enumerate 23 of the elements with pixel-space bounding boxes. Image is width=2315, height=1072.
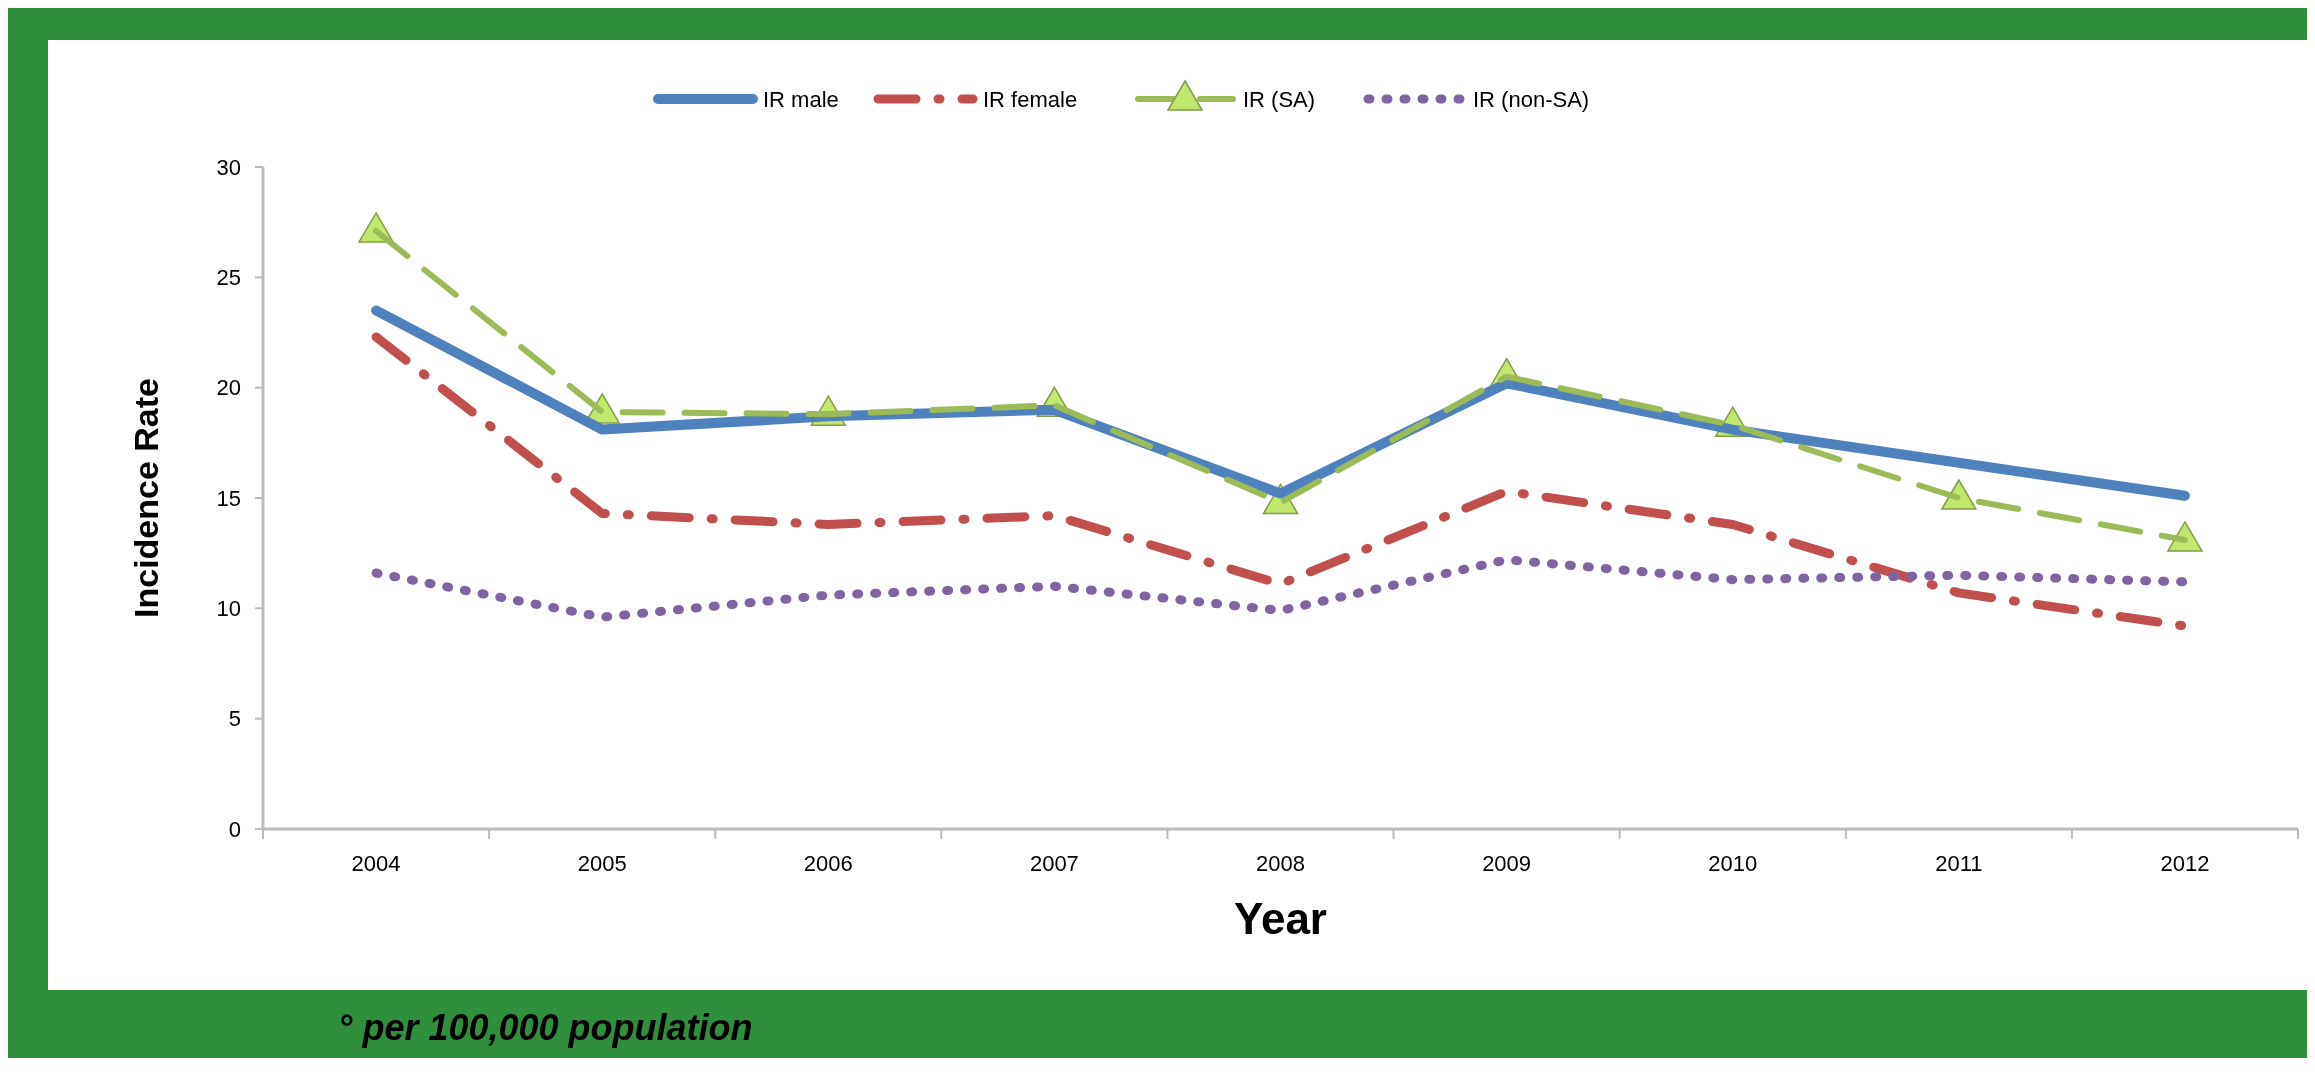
x-tick-label: 2011 [1935,851,1983,876]
x-tick-label: 2005 [577,851,627,876]
x-tick-label: 2008 [1256,851,1305,876]
y-tick-label: 30 [216,154,241,180]
x-tick-label: 2004 [351,851,401,876]
legend-label: IR (non-SA) [1473,86,1590,112]
legend-label: IR male [763,86,839,112]
y-tick-label: 25 [216,265,241,291]
x-tick-label: 2006 [803,851,853,876]
legend-label: IR female [983,86,1078,112]
y-tick-label: 15 [216,485,241,511]
x-tick-label: 2012 [2160,851,2210,876]
legend-label: IR (SA) [1243,86,1316,112]
x-tick-label: 2007 [1029,851,1079,876]
x-tick-label: 2009 [1482,851,1532,876]
y-tick-label: 10 [216,596,241,622]
y-tick-label: 5 [228,706,241,732]
y-tick-label: 0 [228,816,241,842]
x-tick-label: 2010 [1708,851,1758,876]
text: ° per 100,000 population [338,1007,753,1048]
y-axis-title: Incidence Rate [127,378,165,618]
y-tick-label: 20 [216,375,241,401]
x-axis-title: Year [1234,894,1327,943]
